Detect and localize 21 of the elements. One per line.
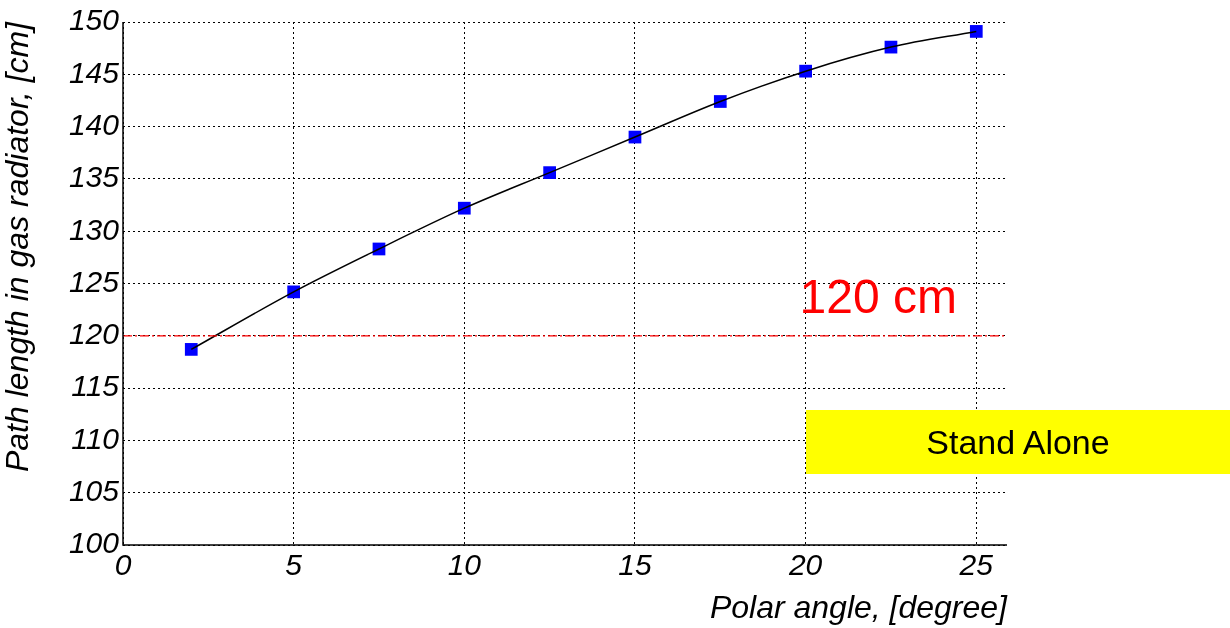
y-tick-label: 125 bbox=[68, 264, 120, 298]
x-tick-label: 5 bbox=[285, 548, 303, 582]
y-tick-label: 135 bbox=[68, 160, 120, 194]
y-tick-label: 115 bbox=[71, 369, 120, 403]
point bbox=[969, 25, 983, 38]
y-tick-label: 105 bbox=[68, 474, 120, 508]
y-axis-title: Path length in gas radiator, [cm] bbox=[0, 20, 36, 473]
x-tick-label: 25 bbox=[958, 548, 994, 582]
x-axis-title: Polar angle, [degree] bbox=[709, 588, 1009, 625]
x-tick-label: 15 bbox=[618, 548, 652, 582]
annotation: Stand Alone bbox=[926, 422, 1110, 462]
y-tick-label: 145 bbox=[68, 55, 120, 89]
ref-line-label: 120 cm bbox=[799, 270, 957, 324]
x-tick-label: 10 bbox=[447, 548, 482, 582]
y-tick-label: 150 bbox=[68, 3, 120, 37]
point bbox=[184, 343, 198, 356]
x-tick-label: 20 bbox=[787, 548, 823, 582]
y-tick-label: 120 bbox=[68, 317, 120, 351]
y-tick-label: 110 bbox=[71, 421, 120, 455]
y-tick-label: 130 bbox=[68, 212, 120, 246]
y-tick-label: 140 bbox=[68, 107, 120, 141]
